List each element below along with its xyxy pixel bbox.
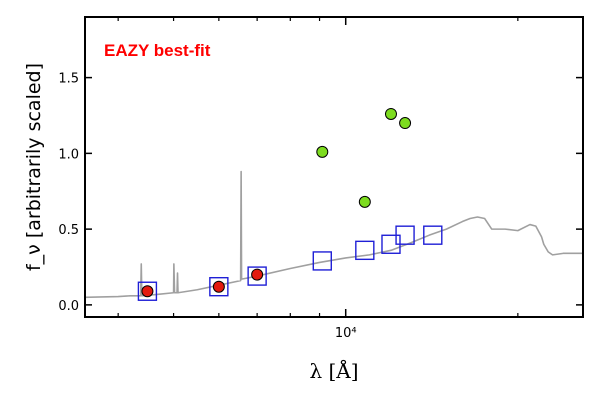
annotation-label: EAZY best-fit [104, 41, 211, 60]
plot-layer [84, 107, 583, 301]
observed-point [212, 280, 225, 293]
plot-frame [84, 16, 584, 318]
model-photometry-box [395, 225, 415, 245]
observed-point [358, 195, 371, 208]
model-photometry-box [312, 251, 332, 271]
sed-line [84, 170, 583, 299]
model-photometry-box [137, 281, 158, 301]
observed-point [399, 117, 412, 130]
x-axis-title: λ [Å] [309, 358, 358, 383]
axis-layer: 0.0 0.5 1.0 1.5 10⁴ [58, 17, 583, 341]
model-photometry-box [423, 225, 443, 245]
x-tick-label: 10⁴ [335, 326, 357, 341]
model-photometry-box [355, 240, 375, 261]
y-tick-label: 1.5 [58, 72, 79, 87]
y-axis-title: f_ν [arbitrarily scaled] [23, 63, 45, 271]
observed-point [251, 268, 264, 281]
observed-point [384, 107, 397, 120]
y-tick-label: 1.0 [58, 147, 79, 162]
y-tick-label: 0.5 [58, 223, 79, 238]
y-tick-label: 0.0 [58, 299, 79, 314]
observed-point [316, 145, 329, 158]
observed-point [141, 285, 154, 298]
model-photometry-box [247, 266, 267, 286]
model-photometry-box [209, 276, 229, 297]
